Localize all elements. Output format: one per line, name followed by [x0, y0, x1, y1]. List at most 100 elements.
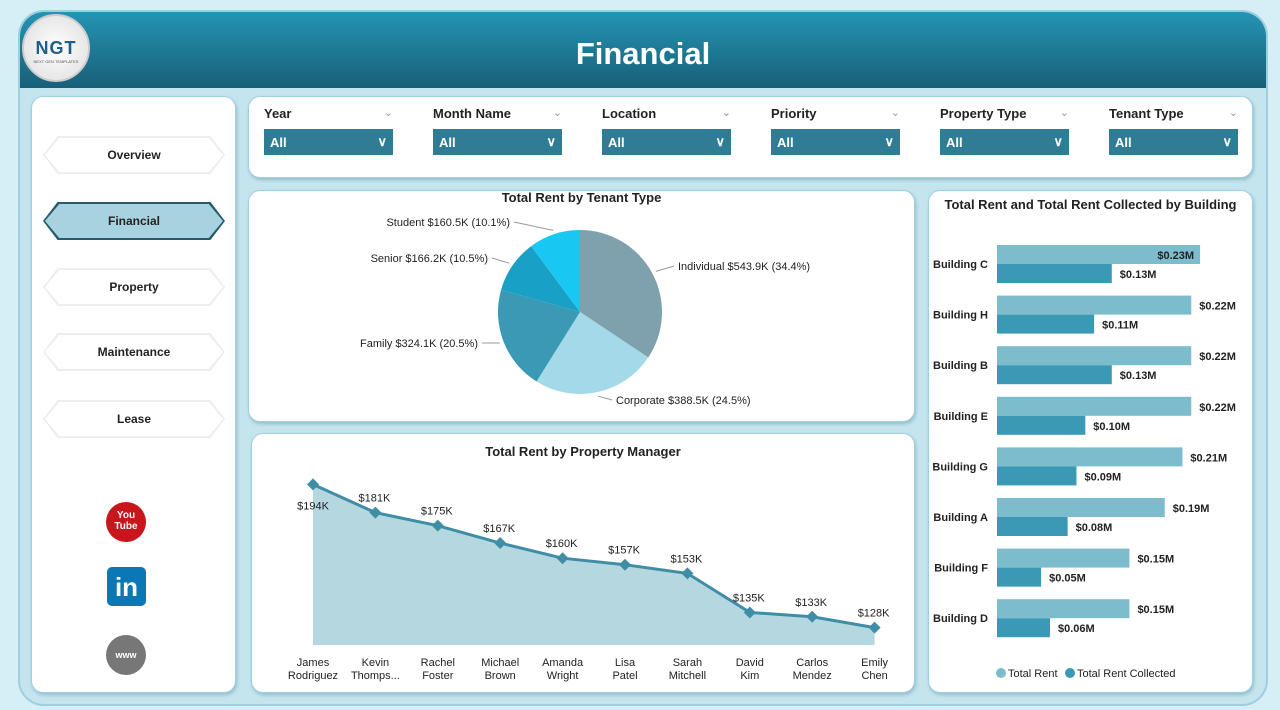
filter-value: All	[270, 134, 287, 150]
chevron-down-icon[interactable]: ⌄	[1059, 107, 1069, 119]
pie-data-label: Student $160.5K (10.1%)	[386, 217, 510, 229]
bar-total-rent[interactable]	[997, 295, 1192, 315]
data-point[interactable]	[868, 621, 881, 634]
data-point[interactable]	[806, 610, 819, 623]
data-point[interactable]	[743, 606, 756, 619]
x-tick-label: Lisa	[615, 657, 636, 669]
logo: NGT NEXT GEN TEMPLATES	[22, 14, 90, 82]
data-label: $175K	[421, 506, 453, 518]
data-label: $0.13M	[1120, 269, 1157, 281]
x-tick-label: Chen	[861, 670, 887, 682]
filter-label: Priority	[771, 106, 817, 121]
filter-value: All	[946, 134, 963, 150]
data-label: $194K	[297, 500, 329, 512]
data-point[interactable]	[681, 567, 694, 580]
nav-label: Lease	[45, 402, 223, 436]
bar-rent-collected[interactable]	[997, 618, 1050, 638]
y-tick-label: Building G	[932, 461, 988, 473]
bar-rent-collected[interactable]	[997, 264, 1112, 283]
nav-financial[interactable]: Financial	[43, 202, 225, 240]
area-chart-title: Total Rent by Property Manager	[485, 444, 681, 459]
nav-maintenance[interactable]: Maintenance	[43, 333, 225, 371]
chevron-down-icon[interactable]: ⌄	[383, 107, 393, 119]
filter-dropdown[interactable]: All ∨	[1109, 129, 1238, 155]
data-label: $167K	[483, 523, 515, 535]
filter-dropdown[interactable]: All ∨	[771, 129, 900, 155]
bar-rent-collected[interactable]	[997, 567, 1042, 587]
filter-dropdown[interactable]: All ∨	[602, 129, 731, 155]
x-tick-label: Mendez	[793, 670, 832, 682]
data-point[interactable]	[494, 537, 507, 550]
legend-label[interactable]: Total Rent Collected	[1077, 668, 1175, 680]
chevron-down-icon: ∨	[377, 134, 387, 149]
data-label: $128K	[858, 608, 890, 620]
bar-rent-collected[interactable]	[997, 314, 1095, 334]
filter-tenant-type: Tenant Type ⌄ All ∨	[1109, 106, 1238, 155]
data-point[interactable]	[307, 478, 319, 491]
bar-rent-collected[interactable]	[997, 466, 1077, 486]
chevron-down-icon[interactable]: ⌄	[552, 107, 562, 119]
bar-total-rent[interactable]	[997, 447, 1183, 467]
line-series	[312, 483, 875, 630]
pie-slice[interactable]	[580, 230, 662, 358]
nav-overview[interactable]: Overview	[43, 136, 225, 174]
filter-label: Month Name	[433, 106, 511, 121]
pie-data-label: Senior $166.2K (10.5%)	[371, 253, 488, 265]
x-tick-label: Emily	[861, 657, 888, 669]
data-label: $135K	[733, 592, 765, 604]
chevron-down-icon[interactable]: ⌄	[1228, 107, 1238, 119]
data-label: $0.09M	[1084, 471, 1121, 483]
bar-rent-collected[interactable]	[997, 415, 1086, 435]
filter-dropdown[interactable]: All ∨	[433, 129, 562, 155]
page-title: Financial	[575, 36, 711, 71]
pie-slice[interactable]	[498, 289, 580, 382]
data-label: $153K	[670, 553, 702, 565]
pie-slice[interactable]	[531, 230, 580, 312]
bar-total-rent[interactable]	[997, 396, 1192, 416]
x-tick-label: Brown	[485, 670, 516, 682]
data-label: $0.22M	[1199, 301, 1236, 313]
legend-label[interactable]: Total Rent	[1008, 668, 1058, 680]
y-tick-label: Building D	[933, 613, 988, 625]
pie-slice[interactable]	[501, 246, 580, 312]
leader-line	[513, 221, 554, 231]
bar-total-rent[interactable]	[997, 548, 1130, 568]
x-tick-label: Carlos	[796, 657, 828, 669]
x-tick-label: Amanda	[542, 657, 584, 669]
data-point[interactable]	[619, 558, 631, 571]
globe-icon[interactable]: www	[106, 635, 146, 675]
data-label: $181K	[358, 493, 390, 505]
data-label: $0.11M	[1102, 320, 1138, 332]
filter-value: All	[439, 134, 456, 150]
bar-rent-collected[interactable]	[997, 365, 1112, 385]
x-tick-label: Wright	[547, 670, 579, 682]
linkedin-icon[interactable]: in	[107, 567, 146, 606]
youtube-icon[interactable]: You Tube	[106, 502, 146, 542]
chevron-down-icon[interactable]: ⌄	[890, 107, 900, 119]
bar-total-rent[interactable]	[997, 599, 1130, 619]
nav-lease[interactable]: Lease	[43, 400, 225, 438]
x-tick-label: David	[736, 657, 764, 669]
header: Financial	[20, 12, 1266, 88]
bar-total-rent[interactable]	[997, 498, 1165, 517]
chevron-down-icon[interactable]: ⌄	[721, 107, 731, 119]
filter-dropdown[interactable]: All ∨	[264, 129, 393, 155]
data-point[interactable]	[369, 506, 382, 519]
chevron-down-icon: ∨	[546, 134, 556, 149]
bar-rent-collected[interactable]	[997, 517, 1068, 536]
bar-total-rent[interactable]	[997, 245, 1201, 264]
pie-slice[interactable]	[536, 312, 649, 394]
y-tick-label: Building F	[934, 563, 988, 575]
data-label: $0.21M	[1190, 452, 1227, 464]
data-point[interactable]	[431, 519, 444, 532]
data-point[interactable]	[556, 552, 569, 565]
pie-data-label: Family $324.1K (20.5%)	[360, 338, 478, 350]
nav-property[interactable]: Property	[43, 268, 225, 306]
data-label: $0.08M	[1076, 522, 1113, 534]
data-label: $0.22M	[1199, 402, 1236, 414]
filter-dropdown[interactable]: All ∨	[940, 129, 1069, 155]
x-tick-label: Mitchell	[669, 670, 706, 682]
leader-line	[655, 265, 675, 272]
bar-total-rent[interactable]	[997, 346, 1192, 366]
